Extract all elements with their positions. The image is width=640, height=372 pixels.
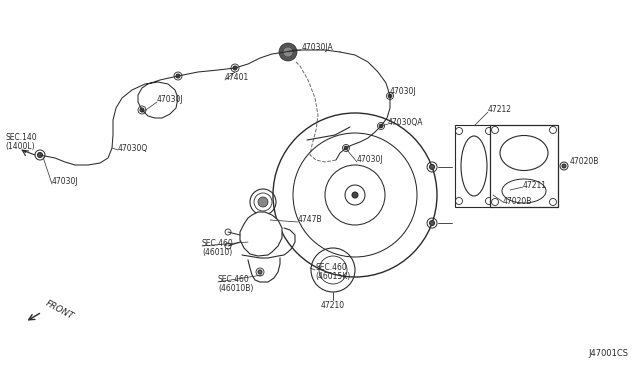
Text: (1400L): (1400L) (5, 142, 35, 151)
Text: SEC.460: SEC.460 (315, 263, 347, 273)
Polygon shape (240, 212, 282, 256)
FancyBboxPatch shape (455, 125, 493, 207)
Text: SEC.460: SEC.460 (202, 240, 234, 248)
Circle shape (283, 47, 293, 57)
Circle shape (38, 153, 42, 157)
Circle shape (140, 108, 144, 112)
FancyBboxPatch shape (490, 125, 558, 207)
Text: 47020B: 47020B (503, 196, 532, 205)
Text: 47212: 47212 (488, 106, 512, 115)
Text: SEC.140: SEC.140 (5, 134, 36, 142)
Circle shape (379, 124, 383, 128)
Text: 47020B: 47020B (570, 157, 600, 167)
Circle shape (388, 94, 392, 98)
Circle shape (352, 192, 358, 198)
Circle shape (429, 164, 435, 170)
Circle shape (233, 66, 237, 70)
Text: 4747B: 4747B (298, 215, 323, 224)
Text: (46015K): (46015K) (315, 273, 350, 282)
Circle shape (279, 43, 297, 61)
Text: 47210: 47210 (321, 301, 345, 310)
Text: FRONT: FRONT (44, 299, 76, 321)
Text: 47211: 47211 (523, 180, 547, 189)
Circle shape (258, 270, 262, 274)
Text: (46010): (46010) (202, 248, 232, 257)
Circle shape (258, 197, 268, 207)
Circle shape (176, 74, 180, 78)
Text: 47030QA: 47030QA (388, 118, 424, 126)
Circle shape (562, 164, 566, 168)
Text: 47030J: 47030J (390, 87, 417, 96)
Text: SEC.460: SEC.460 (218, 276, 250, 285)
Circle shape (344, 146, 348, 150)
Text: 47401: 47401 (225, 74, 249, 83)
Text: 47030JA: 47030JA (302, 44, 333, 52)
Text: 47030J: 47030J (357, 155, 383, 164)
Text: J47001CS: J47001CS (588, 349, 628, 358)
Text: 47030Q: 47030Q (118, 144, 148, 153)
Text: 47030J: 47030J (52, 177, 79, 186)
Text: (46010B): (46010B) (218, 285, 253, 294)
Text: 47030J: 47030J (157, 96, 184, 105)
Circle shape (429, 221, 435, 225)
